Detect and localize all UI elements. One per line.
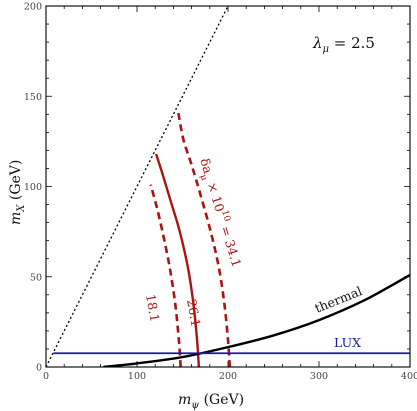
x-axis-label: mψ (GeV) (178, 392, 244, 411)
delta-a-mu-annotation: δaμ × 1010 = 34.1 (193, 156, 245, 270)
x-tick-label: 400 (401, 371, 417, 382)
ticks (45, 5, 411, 368)
y-tick-label: 100 (24, 182, 42, 193)
x-tick-label: 0 (43, 371, 49, 382)
y-tick-label: 150 (24, 92, 42, 103)
series-34-1 (176, 110, 232, 367)
plot-frame (45, 5, 411, 368)
tick-labels: 0 100 200 300 400 0 50 100 150 200 (24, 2, 417, 383)
y-tick-label: 50 (30, 272, 42, 283)
series-18-1 (149, 184, 182, 367)
series-layer (46, 6, 410, 367)
lambda-annotation: λμ = 2.5 (312, 34, 375, 55)
y-axis-label: mX (GeV) (8, 160, 27, 225)
y-tick-label: 0 (36, 363, 42, 374)
series-thermal (103, 273, 410, 367)
x-tick-label: 100 (128, 371, 146, 382)
label-26-1: 26.1 (184, 298, 204, 328)
series-26-1 (154, 153, 201, 367)
lux-label: LUX (334, 335, 361, 350)
x-tick-label: 200 (219, 371, 237, 382)
x-tick-label: 300 (310, 371, 328, 382)
thermal-label: thermal (313, 283, 365, 316)
label-18-1: 18.1 (143, 293, 163, 323)
y-tick-label: 200 (24, 2, 42, 13)
